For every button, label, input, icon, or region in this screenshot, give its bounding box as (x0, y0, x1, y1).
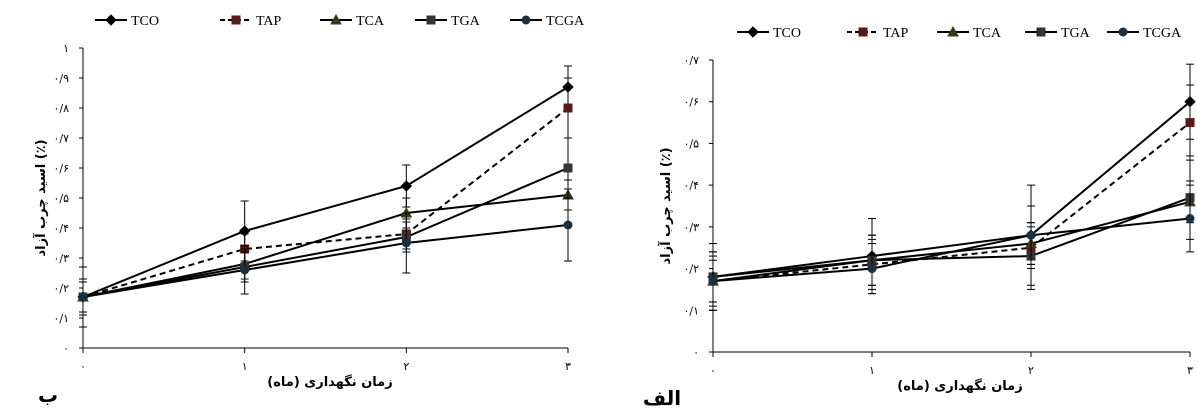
x-tick-label: ۲ (1028, 364, 1034, 377)
legend-label: TCA (973, 26, 1002, 41)
series-line (82, 86, 569, 298)
x-tick-label: ۳ (1187, 364, 1193, 377)
legend-marker (1118, 27, 1128, 37)
legend-item-tga: TGA (415, 14, 481, 29)
legend-marker (330, 13, 342, 25)
y-tick-label: ۰/۸ (53, 102, 69, 115)
x-axis-label: زمان نگهداری (ماه) (897, 378, 1022, 394)
y-tick-label: ۰ (693, 346, 699, 359)
x-tick-label: ۰ (710, 364, 716, 377)
legend-label: TAP (256, 14, 282, 29)
data-point (563, 103, 573, 113)
legend-marker (747, 26, 759, 38)
legend-item-tco: TCO (737, 26, 801, 41)
x-tick-label: ۱ (869, 364, 875, 377)
legend-label: TCA (356, 14, 385, 29)
data-point (867, 264, 877, 274)
legend-item-tca: TCA (320, 13, 385, 29)
data-point (401, 238, 411, 248)
legend-item-tap: TAP (847, 26, 909, 41)
y-tick-label: ۰/۴ (683, 179, 699, 192)
y-tick-label: ۰/۷ (683, 54, 699, 67)
y-tick-label: ۱ (63, 42, 69, 55)
legend-item-tca: TCA (937, 25, 1002, 41)
legend-marker (105, 14, 117, 26)
data-point (1026, 230, 1036, 240)
legend-label: TCGA (546, 14, 585, 29)
y-axis-label: اسید چرب آزاد (٪) (32, 139, 49, 256)
series-tca (77, 179, 574, 313)
chart-panel-alef: ۰ ۰/۱ ۰/۲ ۰/۳ ۰/۴ ۰/۵ ۰/۶ ۰/۷ ۰ ۱ ۲ ۳ اسید چرب آزاد … (643, 25, 1196, 408)
y-tick-label: ۰/۷ (53, 132, 69, 145)
y-tick-label: ۰/۳ (53, 252, 69, 265)
series-tcga (78, 188, 573, 316)
series-tcga (708, 184, 1195, 311)
legend-label: TGA (451, 14, 481, 29)
data-point (1185, 214, 1195, 224)
y-tick-label: ۰/۹ (53, 72, 69, 85)
series-tca (707, 180, 1196, 303)
y-tick-label: ۰/۵ (683, 137, 699, 150)
legend-label: TGA (1061, 26, 1091, 41)
x-axis-label: زمان نگهداری (ماه) (267, 374, 392, 390)
panel-label: ب (38, 383, 58, 407)
legend-marker (426, 15, 436, 25)
series-line (712, 100, 1191, 278)
y-tick-label: ۰/۱ (53, 312, 69, 325)
x-tick-label: ۰ (80, 360, 86, 373)
data-point (240, 265, 250, 275)
data-point (563, 163, 573, 173)
series-tco (707, 63, 1196, 311)
data-point (78, 292, 88, 302)
y-tick-label: ۰/۶ (53, 162, 69, 175)
x-tick-label: ۳ (565, 360, 571, 373)
y-tick-label: ۰/۶ (683, 96, 699, 109)
data-point (1185, 118, 1195, 128)
panel-label: الف (643, 386, 681, 408)
legend-item-tap: TAP (220, 14, 282, 29)
series-line (712, 196, 1191, 278)
data-point (563, 220, 573, 230)
y-tick-label: ۰/۵ (53, 192, 69, 205)
legend-marker (858, 27, 868, 37)
series-line (712, 121, 1191, 283)
series-line (82, 107, 569, 298)
y-tick-label: ۰/۲ (53, 282, 69, 295)
legend-marker (521, 15, 531, 25)
y-tick-label: ۰/۱ (683, 304, 699, 317)
legend-label: TAP (883, 26, 909, 41)
y-tick-label: ۰/۴ (53, 222, 69, 235)
y-tick-label: ۰/۲ (683, 263, 699, 276)
x-tick-label: ۱ (242, 360, 248, 373)
series-line (82, 224, 569, 298)
legend-marker (231, 15, 241, 25)
legend-item-tcga: TCGA (1107, 26, 1182, 41)
y-tick-label: ۰ (63, 342, 69, 355)
data-point (400, 180, 413, 192)
legend-label: TCO (773, 26, 801, 41)
legend-label: TCGA (1143, 26, 1182, 41)
series-tap (78, 77, 573, 313)
legend-label: TCO (131, 14, 159, 29)
series-line (82, 167, 569, 298)
legend-marker (947, 25, 959, 37)
y-tick-label: ۰/۳ (683, 221, 699, 234)
data-point (708, 276, 718, 286)
series-line (82, 194, 569, 298)
x-tick-label: ۲ (403, 360, 409, 373)
legend-marker (1036, 27, 1046, 37)
legend-item-tco: TCO (95, 14, 159, 29)
chart-panel-b: ۰ ۰/۱ ۰/۲ ۰/۳ ۰/۴ ۰/۵ ۰/۶ ۰/۷ ۰/۸ ۰/۹ ۱ ۰ ۱ ۲ ۳ اسید چر… (32, 13, 585, 407)
legend-item-tcga: TCGA (510, 14, 585, 29)
legend-item-tga: TGA (1025, 26, 1091, 41)
y-axis-label: اسید چرب آزاد (٪) (657, 147, 674, 264)
series-line (712, 217, 1191, 283)
